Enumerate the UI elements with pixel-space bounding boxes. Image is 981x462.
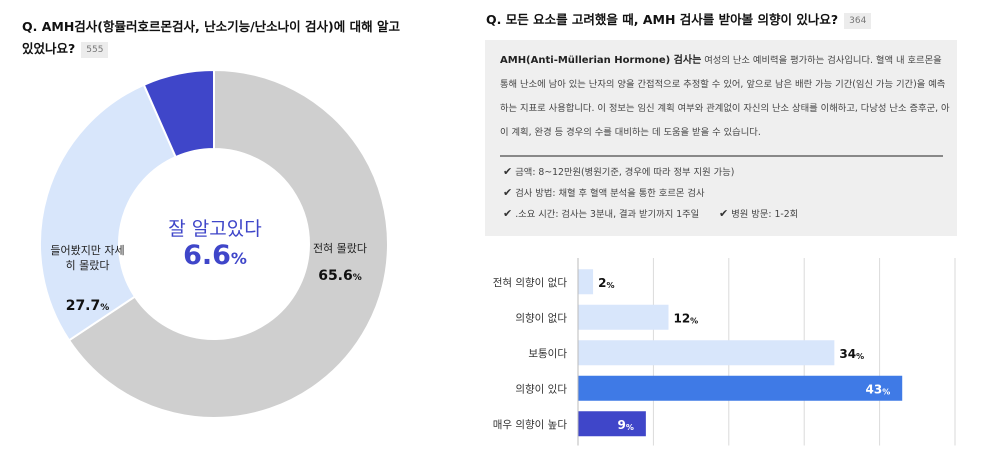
bar-chart: 전혀 의향이 없다 2%의향이 없다 12%보통이다 34%의향이 있다 43%매우 의… xyxy=(493,258,956,446)
info-term: AMH(Anti-Müllerian Hormone) 검사는 xyxy=(500,55,702,66)
donut-chart xyxy=(39,68,389,419)
segment-value-not-known: 65.6% xyxy=(318,268,362,284)
bar xyxy=(578,411,646,437)
category-label: 보통이다 xyxy=(528,348,567,360)
bar xyxy=(578,340,835,366)
check-icon: ✔ xyxy=(719,207,729,220)
slice-not-known xyxy=(67,68,389,419)
segment-label-not-known: 전혀 몰랐다 xyxy=(312,242,368,255)
info-bullet-method: ✔ 검사 방법: 채혈 후 혈액 분석을 통한 호르몬 검사 xyxy=(503,186,705,199)
info-bullet-visits: ✔ 병원 방문: 1-2회 xyxy=(719,207,799,220)
slice-known-well xyxy=(142,68,215,159)
segment-label-heard: 들어봤지만 자세히 몰랐다 xyxy=(50,244,125,272)
question-title-awareness: Q. AMH검사(항뮬러호르몬검사, 난소기능/난소나이 검사)에 대해 알고 … xyxy=(22,19,400,58)
response-count-badge-2: 364 xyxy=(844,13,872,29)
info-divider xyxy=(500,155,943,157)
data-label: 34% xyxy=(839,347,864,361)
check-icon: ✔ xyxy=(503,165,513,178)
bar xyxy=(578,375,903,401)
bar xyxy=(578,304,669,330)
category-label: 전혀 의향이 없다 xyxy=(493,276,568,289)
question-title-intention: Q. 모든 요소를 고려했을 때, AMH 검사를 받아볼 의향이 있나요? 36… xyxy=(486,9,966,31)
category-label: 매우 의향이 높다 xyxy=(493,419,568,431)
info-bullet-duration: ✔ .소요 시간: 검사는 3분내, 결과 받기까지 1주일 xyxy=(503,207,700,220)
segment-value-heard: 27.7% xyxy=(65,298,110,314)
response-count-badge: 555 xyxy=(81,42,109,58)
info-box: AMH(Anti-Müllerian Hormone) 검사는 여성의 난소 예… xyxy=(485,40,957,236)
info-bullet-price: ✔ 금액: 8~12만원(병원기준, 경우에 따라 정부 지원 가능) xyxy=(503,165,735,178)
center-value: 6.6% xyxy=(183,240,247,271)
info-description: AMH(Anti-Müllerian Hormone) 검사는 여성의 난소 예… xyxy=(500,55,950,138)
bar xyxy=(578,269,594,295)
category-label: 의향이 없다 xyxy=(515,311,567,324)
check-icon: ✔ xyxy=(503,207,513,220)
center-label: 잘 알고있다 xyxy=(168,218,262,240)
check-icon: ✔ xyxy=(503,186,513,199)
slice-heard xyxy=(39,83,178,342)
data-label: 12% xyxy=(673,311,698,325)
category-label: 의향이 있다 xyxy=(515,383,567,395)
data-label: 2% xyxy=(598,276,614,290)
